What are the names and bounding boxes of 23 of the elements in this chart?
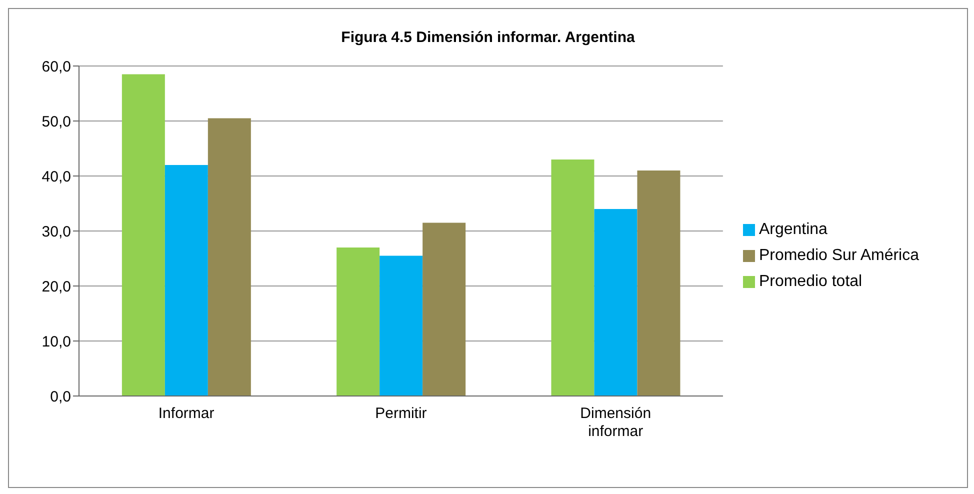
bar [336, 248, 380, 396]
y-tick-label: 40,0 [42, 168, 71, 186]
bar [551, 160, 594, 396]
bar [637, 170, 680, 396]
y-tick-label: 30,0 [42, 223, 71, 240]
legend-label: Argentina [758, 221, 828, 238]
x-tick-label: Permitir [375, 405, 427, 422]
y-tick-label: 50,0 [42, 113, 71, 130]
y-tick-label: 20,0 [42, 278, 71, 296]
bar [122, 74, 165, 396]
x-tick-label: Dimensión informar [580, 405, 652, 440]
y-tick-label: 60,0 [42, 58, 71, 76]
chart-title: Figura 4.5 Dimensión informar. Argentina [340, 29, 636, 46]
bar [422, 222, 466, 396]
y-tick-label: 0,0 [50, 388, 71, 406]
bar [164, 165, 208, 396]
bar [380, 256, 423, 396]
y-tick-label: 10,0 [42, 333, 71, 350]
legend-label: Promedio Sur América [758, 247, 919, 264]
bar [594, 209, 638, 396]
bar [208, 118, 251, 396]
x-tick-label: Informar [158, 405, 214, 422]
legend-label: Promedio total [758, 273, 862, 290]
